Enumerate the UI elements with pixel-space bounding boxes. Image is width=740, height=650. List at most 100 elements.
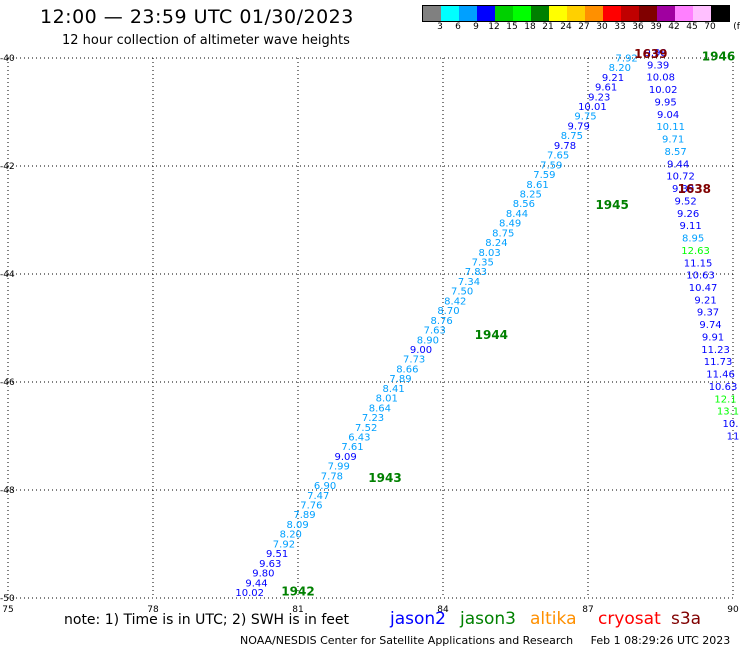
wave-height-label: 7.61 [341, 442, 363, 453]
wave-height-label: 8.76 [430, 316, 452, 327]
legend-swatch [657, 6, 675, 21]
wave-height-label: 9.04 [657, 110, 679, 121]
y-tick-label: -50 [0, 594, 15, 604]
wave-height-label: 7.92 [273, 539, 295, 550]
footer-credit: NOAA/NESDIS Center for Satellite Applica… [240, 634, 574, 647]
wave-height-label: 10.63 [686, 271, 715, 282]
wave-height-label: 8.09 [287, 520, 309, 531]
wave-height-label: 8.57 [664, 147, 686, 158]
legend-label: 15 [506, 22, 518, 32]
legend-swatch [567, 6, 585, 21]
wave-height-label: 8.49 [499, 219, 521, 230]
wave-height-label: 9.63 [259, 559, 281, 570]
wave-height-label: 8.95 [682, 234, 704, 245]
wave-height-label: 9.95 [655, 97, 677, 108]
satellite-s3a: s3a [671, 609, 702, 629]
legend-swatch [459, 6, 477, 21]
wave-height-label: 10.72 [666, 172, 695, 183]
wave-height-label: 9.78 [554, 141, 576, 152]
wave-height-label: 9.51 [266, 549, 288, 560]
legend-swatch [441, 6, 459, 21]
wave-height-label: 7.23 [362, 413, 384, 424]
wave-height-label: 8.25 [520, 189, 542, 200]
legend-label: 45 [686, 22, 698, 32]
wave-height-label: 8.41 [382, 384, 404, 395]
wave-height-label: 9.52 [674, 196, 696, 207]
wave-height-label: 9.21 [602, 73, 624, 84]
legend-swatch [423, 6, 441, 21]
legend-label: 27 [578, 22, 590, 32]
wave-height-label: 10. [723, 419, 739, 430]
legend-label: 21 [542, 22, 554, 32]
wave-height-label: 8.44 [506, 209, 528, 220]
wave-height-label: 9.44 [667, 159, 689, 170]
wave-height-label: 11.15 [684, 258, 713, 269]
wave-height-label: 12.1 [714, 394, 736, 405]
time-label: 1946 [702, 50, 735, 64]
wave-height-label: 11.46 [706, 370, 735, 381]
wave-height-label: 9.61 [595, 83, 617, 94]
wave-height-label: 8.03 [478, 248, 500, 259]
satellite-cryosat: cryosat [598, 609, 661, 629]
legend-label: 30 [596, 22, 608, 32]
legend-swatch [513, 6, 531, 21]
wave-height-label: 8.64 [369, 403, 391, 414]
x-tick-label: 87 [582, 605, 593, 615]
legend-swatch [495, 6, 513, 21]
wave-height-label: 9.71 [662, 135, 684, 146]
wave-height-label: 10.11 [656, 122, 685, 133]
satellite-jason2: jason2 [390, 609, 446, 629]
wave-height-label: 8.42 [444, 296, 466, 307]
y-tick-label: -44 [0, 270, 15, 280]
wave-height-label: 11.23 [701, 345, 730, 356]
wave-height-label: 7.89 [389, 374, 411, 385]
wave-height-label: 6.43 [348, 432, 370, 443]
time-label: 1944 [475, 328, 508, 342]
legend-label: 18 [524, 22, 536, 32]
wave-height-label: 10.47 [689, 283, 718, 294]
legend-label: 70 [704, 22, 716, 32]
wave-height-label: 10.63 [709, 382, 738, 393]
wave-height-label: 8.01 [376, 394, 398, 405]
wave-height-label: 7.99 [328, 462, 350, 473]
wave-height-label: 8.20 [609, 63, 631, 74]
wave-height-label: 9.39 [647, 60, 669, 71]
wave-height-label: 9.39 [672, 184, 694, 195]
wave-height-label: 12.63 [681, 246, 710, 257]
wave-height-label: 9.91 [702, 332, 724, 343]
wave-height-label: 7.89 [293, 510, 315, 521]
time-label: 1945 [595, 198, 628, 212]
wave-height-label: 7.52 [355, 423, 377, 434]
x-tick-label: 75 [2, 605, 13, 615]
legend-swatch [675, 6, 693, 21]
wave-height-label: 7.78 [321, 471, 343, 482]
wave-height-label: 8.75 [561, 131, 583, 142]
satellite-jason3: jason3 [460, 609, 516, 629]
wave-height-label: 11 [727, 431, 740, 442]
legend-label: 12 [488, 22, 500, 32]
legend-swatch [585, 6, 603, 21]
time-label: 1942 [281, 584, 314, 598]
color-legend-bar [422, 5, 730, 22]
wave-height-label: 7.35 [472, 258, 494, 269]
wave-height-label: 7.50 [451, 287, 473, 298]
wave-height-label: 6.90 [314, 481, 336, 492]
legend-label: 36 [632, 22, 644, 32]
legend-swatch [639, 6, 657, 21]
wave-height-label: 9.37 [697, 308, 719, 319]
legend-label: 9 [473, 22, 479, 32]
footer: NOAA/NESDIS Center for Satellite Applica… [240, 634, 730, 647]
wave-height-label: 9.75 [574, 112, 596, 123]
wave-height-label: 9.00 [410, 345, 432, 356]
legend-label: 3 [437, 22, 443, 32]
time-label: 1943 [368, 471, 401, 485]
y-tick-label: -40 [0, 54, 15, 64]
wave-height-label: 9.23 [588, 92, 610, 103]
legend-swatch [711, 6, 729, 21]
x-tick-label: 84 [437, 605, 449, 615]
wave-height-label: 8.24 [485, 238, 507, 249]
satellite-altika: altika [530, 609, 577, 629]
legend-swatch [549, 6, 567, 21]
wave-height-label: 7.59 [533, 170, 555, 181]
